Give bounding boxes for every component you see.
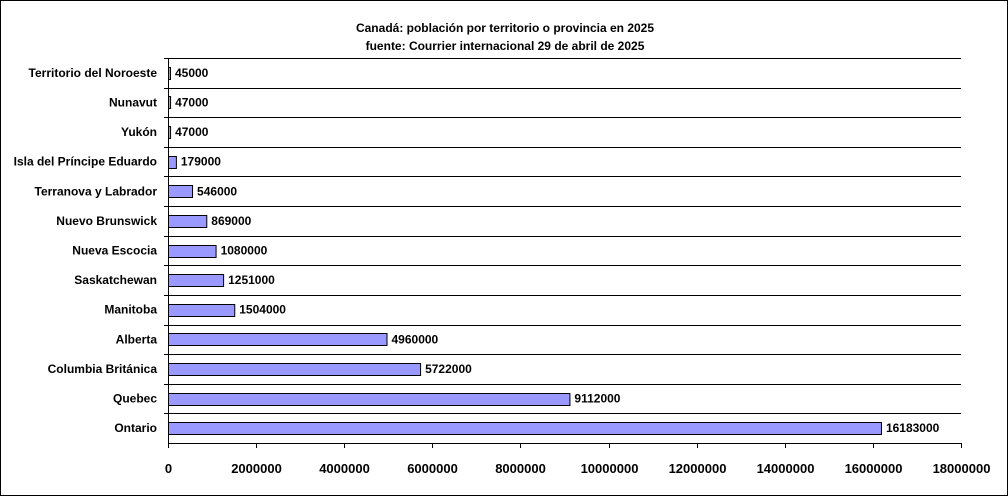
data-label: 5722000 <box>425 362 472 376</box>
x-axis: 0 2000000 4000000 6000000 8000000 10000000 120… <box>164 58 990 476</box>
category-label: Nuevo Brunswick <box>56 214 157 228</box>
data-label: 47000 <box>175 125 209 139</box>
data-label: 1504000 <box>239 303 286 317</box>
bar <box>168 304 236 317</box>
data-label: 47000 <box>175 95 209 109</box>
category-label: Isla del Príncipe Eduardo <box>14 155 157 169</box>
category-label: Quebec <box>113 392 157 406</box>
bar <box>168 333 388 346</box>
bar <box>168 156 177 169</box>
category-label: Manitoba <box>104 303 157 317</box>
data-label: 9112000 <box>574 392 620 406</box>
data-label: 16183000 <box>886 421 940 435</box>
x-tick-label: 0 <box>165 461 172 476</box>
category-label: Alberta <box>116 332 158 346</box>
data-label: 179000 <box>181 155 221 169</box>
bar <box>168 363 422 376</box>
category-label: Ontario <box>114 421 157 435</box>
data-label: 1080000 <box>221 244 268 258</box>
x-tick-label: 12000000 <box>669 461 727 476</box>
x-tick-label: 18000000 <box>933 461 991 476</box>
data-label: 4960000 <box>392 332 439 346</box>
category-label: Yukón <box>121 125 157 139</box>
bars <box>168 67 882 435</box>
bar <box>168 393 571 406</box>
bar <box>168 215 208 228</box>
x-tick-label: 10000000 <box>581 461 639 476</box>
bar <box>168 185 194 198</box>
bar <box>168 245 217 258</box>
chart-title: Canadá: población por territorio o provi… <box>356 21 654 35</box>
category-label: Territorio del Noroeste <box>29 66 158 80</box>
bar <box>168 422 882 435</box>
category-label: Saskatchewan <box>74 273 157 287</box>
x-tick-label: 6000000 <box>407 461 458 476</box>
x-tick-label: 4000000 <box>319 461 370 476</box>
category-label: Columbia Británica <box>48 362 158 376</box>
x-tick-label: 14000000 <box>757 461 815 476</box>
category-label: Nunavut <box>109 95 157 109</box>
bar <box>168 274 225 287</box>
value-labels: 45000 47000 47000 179000 546000 869000 1080000… <box>175 66 940 435</box>
x-tick-label: 2000000 <box>231 461 282 476</box>
category-labels: Territorio del Noroeste Nunavut Yukón Isla … <box>14 66 158 435</box>
x-tick-label: 16000000 <box>845 461 903 476</box>
x-tick-label: 8000000 <box>495 461 546 476</box>
grid-lines <box>168 58 961 414</box>
chart-subtitle: fuente: Courrier internacional 29 de abr… <box>366 39 645 53</box>
data-label: 869000 <box>211 214 251 228</box>
data-label: 45000 <box>175 66 209 80</box>
category-label: Terranova y Labrador <box>35 184 158 198</box>
data-label: 546000 <box>197 184 237 198</box>
category-label: Nueva Escocia <box>72 244 157 258</box>
data-label: 1251000 <box>228 273 275 287</box>
